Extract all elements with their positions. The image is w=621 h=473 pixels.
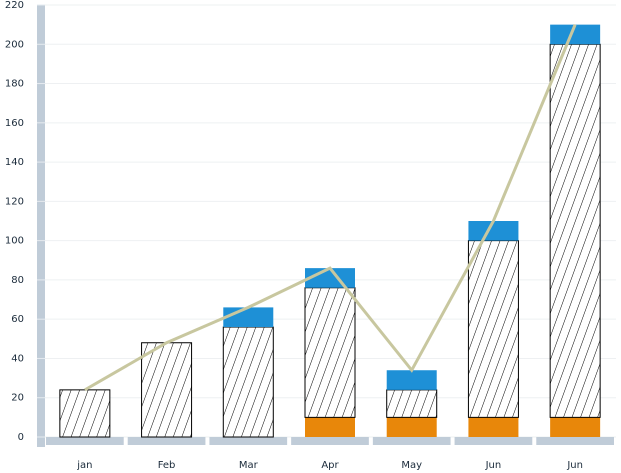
- x-tick-label: jan: [76, 460, 92, 471]
- x-tick-label: Mar: [239, 460, 259, 471]
- y-tick-label: 120: [5, 196, 24, 207]
- bar-segment: [549, 43, 601, 418]
- bar-segment: [468, 417, 519, 437]
- y-tick-label: 220: [5, 0, 24, 11]
- x-axis-segment: [454, 437, 533, 445]
- bar-segment: [59, 389, 111, 438]
- x-axis-segment: [209, 437, 288, 445]
- x-axis-segment: [46, 437, 124, 445]
- y-tick-label: 40: [11, 353, 24, 364]
- x-tick-label: Feb: [158, 460, 176, 471]
- trend-line: [84, 24, 577, 392]
- bar-segment: [386, 417, 437, 437]
- bar-segment: [223, 307, 274, 328]
- bar-segment: [141, 342, 193, 438]
- bar-segment: [550, 24, 601, 45]
- x-axis-segment: [291, 437, 369, 445]
- y-tick-label: 140: [5, 157, 24, 168]
- y-tick-label: 160: [5, 118, 24, 129]
- bar-segment: [304, 287, 356, 418]
- y-axis: [37, 5, 45, 447]
- x-tick-label: Jun: [485, 460, 502, 471]
- bar-segment: [305, 417, 355, 437]
- x-axis-segment: [372, 437, 451, 445]
- bar-segment: [550, 417, 601, 437]
- y-tick-label: 80: [11, 275, 24, 286]
- x-tick-label: Apr: [321, 460, 339, 471]
- bar-segment: [386, 370, 437, 390]
- bar-segment: [222, 326, 274, 438]
- x-axis-segment: [127, 437, 206, 445]
- y-tick-label: 100: [5, 236, 24, 247]
- y-tick-label: 20: [11, 393, 24, 404]
- bar-segment: [386, 389, 438, 418]
- bar-segment: [467, 240, 519, 418]
- x-tick-label: Jun: [566, 460, 583, 471]
- x-axis-segment: [536, 437, 614, 445]
- y-tick-label: 200: [5, 39, 24, 50]
- y-tick-label: 0: [18, 432, 24, 443]
- x-tick-label: May: [401, 460, 422, 471]
- y-tick-label: 180: [5, 79, 24, 90]
- bar-segment: [468, 221, 519, 241]
- y-tick-label: 60: [11, 314, 24, 325]
